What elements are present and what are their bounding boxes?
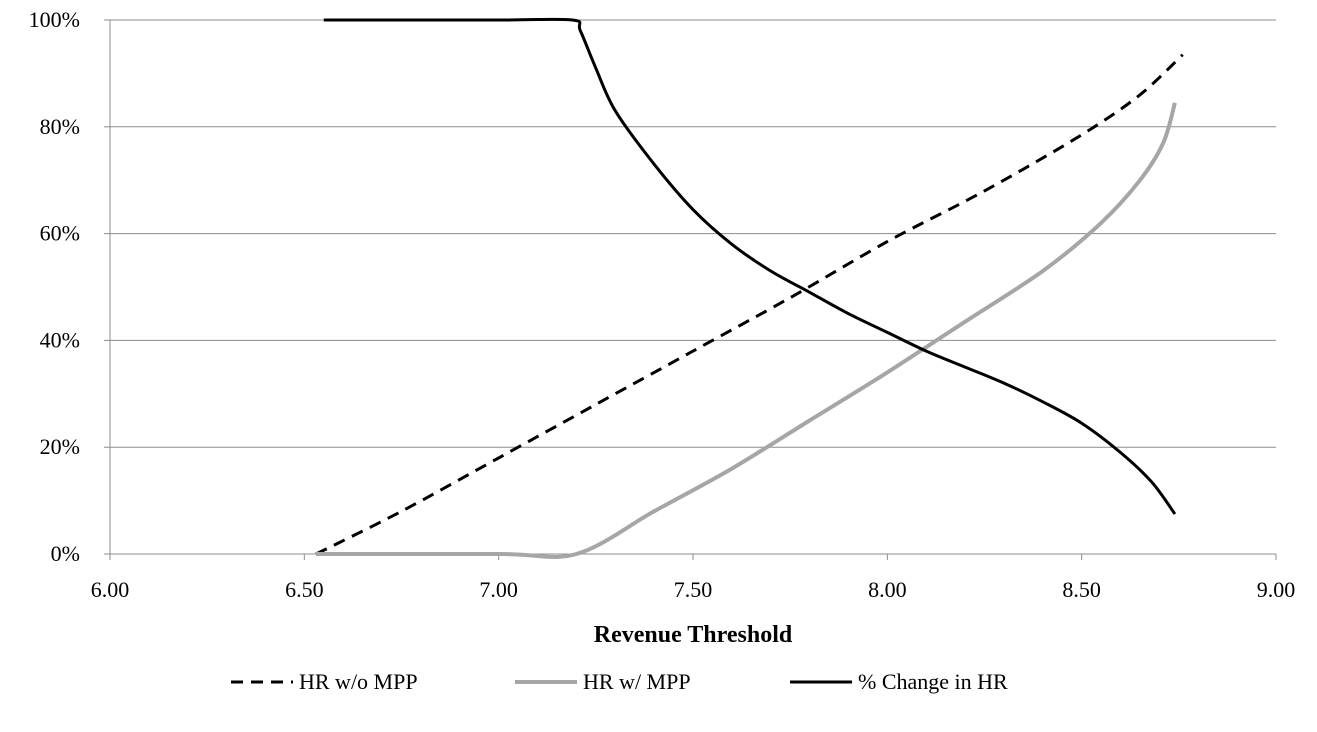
series-hr-without-mpp-line — [315, 53, 1184, 556]
series-hr-with-mpp-line — [316, 102, 1177, 560]
axes — [104, 19, 1277, 560]
x-tick-label: 8.00 — [868, 577, 907, 602]
legend-label: % Change in HR — [858, 669, 1008, 694]
y-tick-label: 60% — [40, 221, 80, 246]
y-tick-label: 80% — [40, 114, 80, 139]
legend-entry: % Change in HR — [790, 669, 1008, 694]
y-tick-label: 40% — [40, 327, 80, 352]
legend-label: HR w/o MPP — [299, 669, 418, 694]
legend-label: HR w/ MPP — [583, 669, 691, 694]
legend-entry: HR w/ MPP — [515, 669, 691, 694]
legend-entry: HR w/o MPP — [231, 669, 418, 694]
tick-labels: 0% 20% 40% 60% 80% 100% 6.00 6.50 7.00 7.50 8.00 8.… — [29, 7, 1296, 602]
y-tick-label: 0% — [51, 541, 80, 566]
x-tick-label: 7.50 — [674, 577, 713, 602]
x-tick-label: 6.50 — [285, 577, 324, 602]
x-tick-label: 8.50 — [1062, 577, 1101, 602]
x-tick-label: 9.00 — [1257, 577, 1296, 602]
gridlines — [110, 19, 1276, 448]
series-percent-change-hr-line — [323, 17, 1177, 515]
x-tick-label: 6.00 — [91, 577, 130, 602]
x-axis-title: Revenue Threshold — [594, 622, 793, 648]
y-tick-label: 20% — [40, 434, 80, 459]
y-tick-label: 100% — [29, 7, 80, 32]
series-lines — [315, 17, 1184, 560]
legend: HR w/o MPP HR w/ MPP % Change in HR — [231, 669, 1008, 694]
x-tick-label: 7.00 — [479, 577, 518, 602]
